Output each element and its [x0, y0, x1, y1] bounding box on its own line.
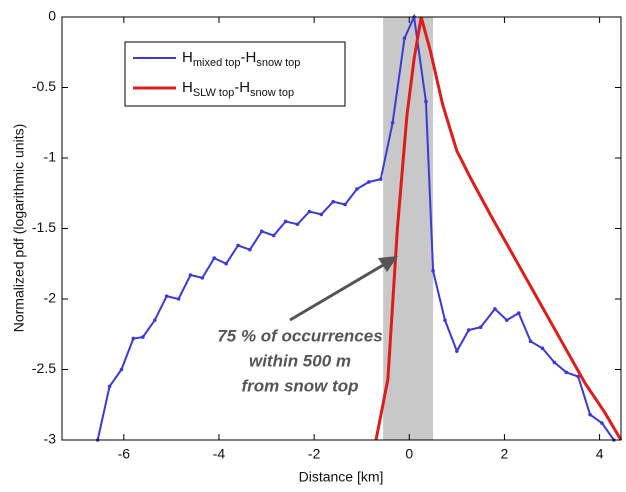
point [443, 318, 447, 322]
x-tick-label: -4 [213, 446, 226, 462]
point [236, 243, 240, 248]
point [107, 384, 112, 389]
legend-label: Hmixed top-Hsnow top [182, 49, 300, 69]
legend-subscript: mixed top [193, 57, 241, 69]
annotation: from snow top [241, 376, 358, 395]
legend-label: HSLW top-Hsnow top [182, 79, 294, 99]
arrow-head [378, 256, 398, 272]
point [402, 36, 407, 40]
point [331, 199, 335, 204]
x-tick-label: 0 [405, 446, 413, 462]
point [466, 328, 471, 332]
point [119, 367, 124, 372]
point [260, 229, 264, 234]
x-tick-label: -6 [118, 446, 131, 462]
point [576, 374, 580, 379]
point [343, 202, 347, 207]
point [319, 212, 324, 217]
point [516, 311, 521, 315]
legend-text: H [182, 79, 193, 96]
y-tick-label: -2 [44, 290, 57, 306]
point [588, 412, 592, 417]
point [493, 307, 497, 311]
point [424, 99, 428, 104]
point [224, 261, 228, 266]
y-axis-label: Normalized pdf (logarithmic units) [11, 124, 27, 333]
shaded-region [383, 17, 434, 440]
point [271, 233, 276, 238]
point [176, 297, 181, 301]
point [200, 276, 205, 280]
point [283, 219, 288, 224]
annotation: within 500 m [249, 351, 351, 370]
line [374, 16, 623, 441]
point [355, 187, 359, 191]
y-tick-label: -0.5 [32, 78, 56, 94]
legend-subscript: snow top [250, 87, 294, 99]
y-tick-label: 0 [48, 8, 56, 24]
point [540, 346, 545, 351]
y-tick-label: -1.5 [32, 219, 56, 235]
legend-text: H [182, 49, 193, 66]
annotation: 75 % of occurrences [217, 326, 382, 345]
point [141, 335, 145, 339]
point [552, 360, 557, 365]
point [152, 318, 157, 322]
point [248, 247, 252, 252]
x-tick-label: 2 [501, 446, 509, 462]
legend-subscript: snow top [256, 57, 300, 69]
point [188, 273, 193, 277]
point [390, 120, 395, 125]
point [131, 336, 136, 341]
point [378, 177, 383, 181]
x-tick-label: -2 [308, 446, 321, 462]
point [564, 370, 569, 375]
x-axis-label: Distance [km] [299, 469, 384, 485]
legend-box [124, 41, 346, 107]
y-tick-label: -2.5 [32, 360, 56, 376]
point [528, 339, 533, 344]
plot-frame [61, 16, 622, 441]
y-tick-label: -3 [44, 431, 57, 447]
point [431, 269, 435, 273]
point [295, 222, 300, 227]
point [307, 209, 312, 214]
x-tick-label: 4 [596, 446, 604, 462]
legend-subscript: SLW top [193, 87, 234, 99]
y-tick-label: -1 [44, 149, 57, 165]
point [164, 294, 169, 298]
legend-text: -H [241, 49, 257, 66]
point [478, 325, 483, 330]
point [600, 421, 604, 425]
arrow [289, 262, 386, 322]
point [505, 318, 509, 322]
legend-text: -H [234, 79, 250, 96]
point [212, 256, 217, 260]
point [455, 349, 459, 353]
point [367, 180, 371, 184]
